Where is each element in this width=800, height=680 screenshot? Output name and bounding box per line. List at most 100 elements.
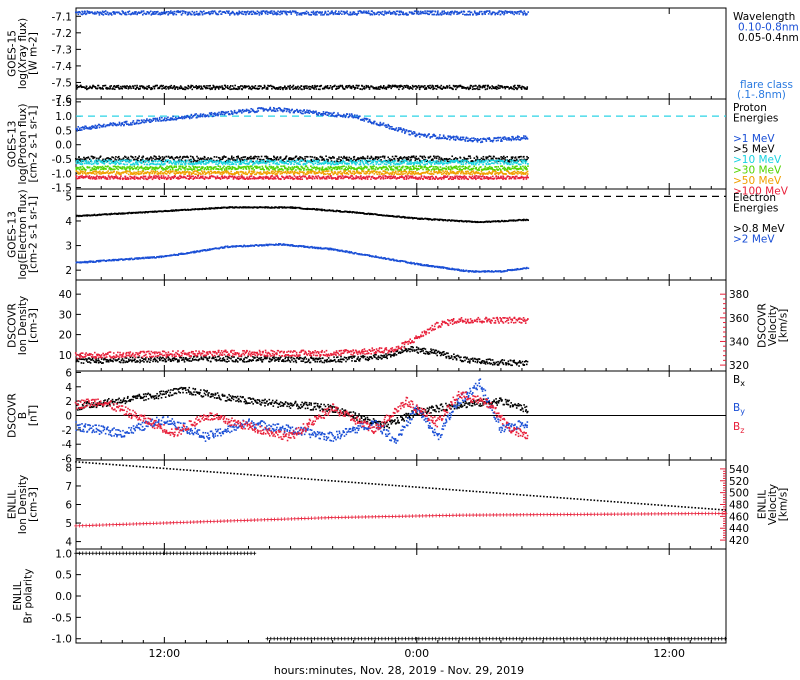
data-point bbox=[450, 165, 452, 168]
data-point bbox=[471, 168, 474, 170]
data-point bbox=[117, 86, 120, 89]
data-point bbox=[185, 11, 187, 13]
data-point bbox=[476, 12, 478, 14]
data-point bbox=[157, 13, 159, 16]
data-point bbox=[89, 162, 91, 165]
data-point bbox=[129, 85, 132, 88]
data-point bbox=[422, 172, 425, 174]
data-point bbox=[520, 138, 522, 140]
data-point bbox=[219, 85, 221, 88]
data-point bbox=[78, 156, 80, 158]
data-point bbox=[214, 88, 217, 91]
data-point bbox=[456, 168, 459, 170]
data-point bbox=[80, 159, 83, 162]
data-point bbox=[398, 170, 401, 173]
data-point bbox=[292, 172, 295, 174]
data-point bbox=[393, 84, 396, 87]
data-point bbox=[102, 172, 105, 174]
data-point bbox=[234, 111, 237, 114]
data-point bbox=[126, 160, 129, 162]
data-point bbox=[429, 136, 432, 138]
data-point bbox=[511, 87, 514, 90]
data-point bbox=[290, 161, 292, 163]
data-point bbox=[118, 166, 121, 169]
data-point bbox=[341, 167, 343, 170]
data-point bbox=[343, 171, 345, 174]
data-point bbox=[231, 12, 233, 14]
data-point bbox=[164, 168, 167, 171]
data-point bbox=[152, 12, 155, 14]
data-point bbox=[335, 168, 338, 171]
data-point bbox=[235, 163, 237, 166]
data-point bbox=[79, 170, 82, 172]
data-point bbox=[346, 86, 348, 89]
data-point bbox=[472, 13, 474, 16]
data-point bbox=[274, 159, 276, 162]
data-point bbox=[106, 165, 108, 168]
data-point bbox=[363, 165, 366, 168]
data-point bbox=[489, 140, 492, 142]
data-point bbox=[90, 160, 93, 163]
data-point bbox=[495, 160, 498, 162]
y-tick-label: -1.5 bbox=[52, 183, 73, 195]
data-point bbox=[395, 162, 398, 165]
data-point bbox=[110, 171, 112, 173]
data-point bbox=[128, 10, 131, 13]
data-point bbox=[142, 160, 145, 163]
data-point bbox=[309, 155, 312, 158]
data-point bbox=[521, 161, 523, 164]
data-point bbox=[165, 170, 168, 172]
data-point bbox=[188, 171, 190, 173]
data-point bbox=[80, 129, 83, 131]
data-point bbox=[184, 167, 187, 169]
data-point bbox=[136, 172, 139, 175]
data-point bbox=[271, 12, 274, 14]
data-point bbox=[117, 165, 120, 168]
data-point bbox=[489, 160, 492, 162]
data-point bbox=[358, 171, 361, 174]
data-point bbox=[388, 84, 391, 87]
data-point bbox=[344, 170, 347, 172]
data-point bbox=[491, 162, 494, 164]
data-point bbox=[388, 161, 391, 163]
data-point bbox=[100, 173, 102, 175]
data-point bbox=[223, 161, 226, 163]
data-point bbox=[499, 85, 501, 87]
data-point bbox=[373, 159, 376, 162]
data-point bbox=[239, 163, 242, 166]
data-point bbox=[326, 172, 329, 175]
data-point bbox=[167, 155, 170, 158]
data-point bbox=[235, 112, 238, 115]
data-point bbox=[432, 85, 434, 87]
data-point bbox=[478, 13, 481, 15]
data-point bbox=[163, 157, 165, 160]
data-point bbox=[120, 162, 122, 165]
data-point bbox=[160, 84, 163, 87]
data-point bbox=[145, 12, 148, 15]
data-point bbox=[454, 160, 457, 162]
data-point bbox=[156, 170, 159, 173]
data-point bbox=[450, 86, 452, 89]
data-point bbox=[192, 165, 194, 168]
data-point bbox=[241, 166, 244, 168]
data-point bbox=[217, 163, 219, 166]
data-point bbox=[191, 172, 194, 175]
data-point bbox=[180, 171, 182, 174]
data-point bbox=[471, 160, 474, 163]
data-point bbox=[102, 158, 104, 161]
data-point bbox=[398, 169, 401, 171]
y-axis-label-line: log(Proton flux) bbox=[17, 104, 29, 185]
data-point bbox=[474, 11, 476, 14]
data-point bbox=[202, 160, 205, 163]
data-point bbox=[163, 118, 165, 121]
data-point bbox=[252, 162, 255, 164]
data-point bbox=[449, 13, 452, 16]
data-point bbox=[126, 85, 128, 87]
data-point bbox=[461, 168, 464, 171]
data-point bbox=[231, 88, 233, 90]
data-point bbox=[180, 159, 183, 161]
data-point bbox=[227, 165, 229, 168]
data-point bbox=[329, 156, 331, 159]
data-point bbox=[276, 108, 278, 110]
